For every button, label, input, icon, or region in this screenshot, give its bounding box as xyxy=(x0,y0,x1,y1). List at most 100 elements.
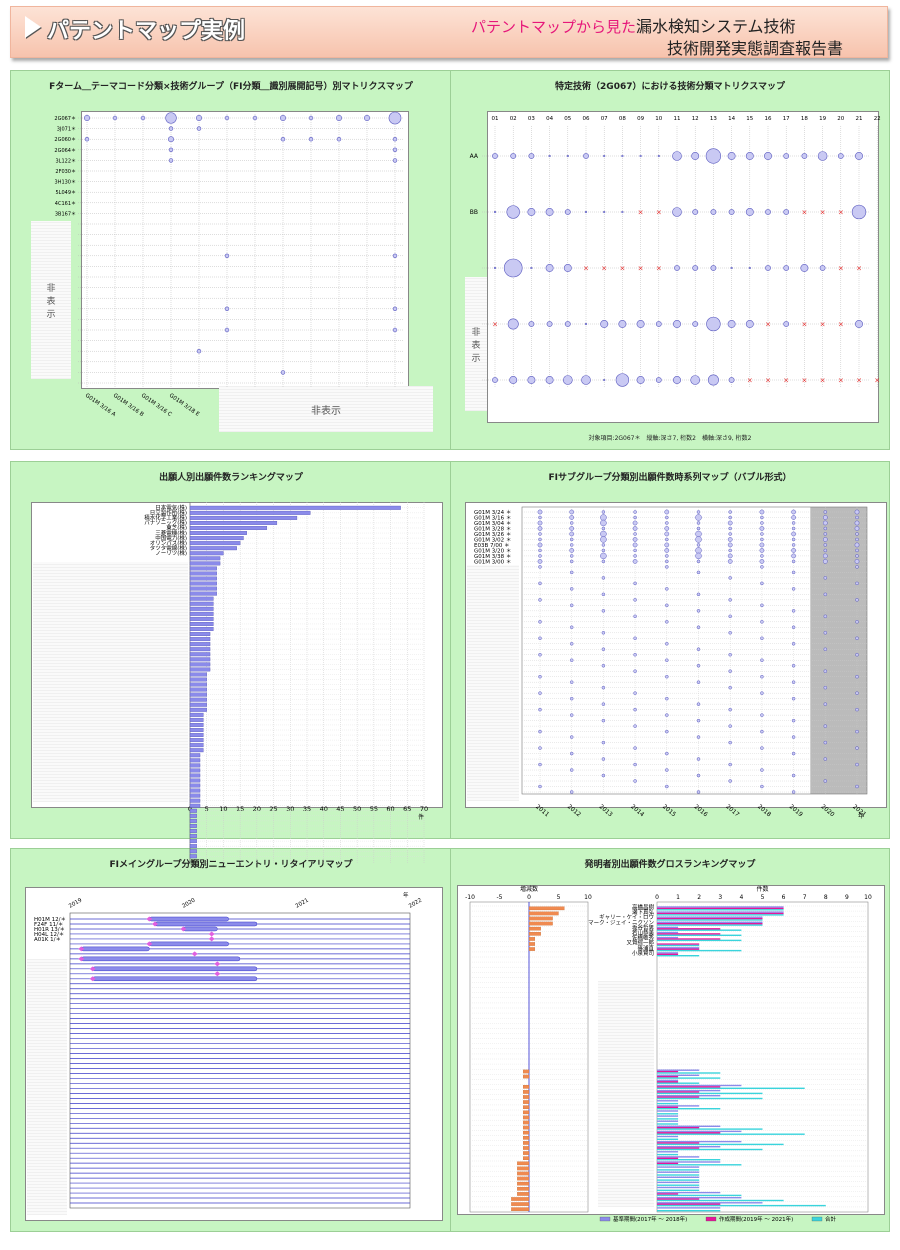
bubble xyxy=(673,320,681,328)
bubble xyxy=(601,631,606,635)
bubble xyxy=(791,531,796,537)
bubble xyxy=(760,674,764,679)
bar xyxy=(189,839,197,844)
row-label: 2F030＊ xyxy=(55,169,76,175)
x-tick-label: 3 xyxy=(718,894,722,901)
bubble xyxy=(538,707,542,712)
header-pink-text: パテントマップから見た xyxy=(471,18,637,36)
base-period-bar xyxy=(657,1074,700,1076)
bubble xyxy=(791,751,796,756)
bar xyxy=(189,687,207,692)
delta-bar xyxy=(522,1130,530,1135)
bubble xyxy=(855,548,859,553)
base-period-bar xyxy=(657,911,784,913)
bubble xyxy=(600,519,607,527)
bubble xyxy=(392,158,398,163)
bubble xyxy=(633,652,637,657)
bubble xyxy=(569,696,574,701)
bubble xyxy=(760,515,764,520)
bubble xyxy=(538,515,542,520)
category-label: オリンパス(株) xyxy=(150,539,187,547)
bubble xyxy=(308,137,314,142)
bubble xyxy=(601,543,606,547)
x-tick-label: 7 xyxy=(803,894,807,901)
base-period-bar xyxy=(657,1156,700,1158)
bar xyxy=(189,591,217,596)
bubble xyxy=(783,209,790,215)
x-tick-label: 2019 xyxy=(788,803,804,818)
x-tick-label: -10 xyxy=(465,894,475,901)
category-label: 積水化学工業(株) xyxy=(144,514,187,522)
x-tick-label: 2020 xyxy=(181,897,197,909)
bubble xyxy=(224,306,230,311)
row-label: 3J071＊ xyxy=(57,127,76,133)
row-label: G01M 3/02 ＊ xyxy=(474,536,511,543)
row-label: A01K 1/＊ xyxy=(34,936,61,943)
axis-label: 増減数 xyxy=(520,885,538,893)
bubble xyxy=(692,209,699,215)
bubble xyxy=(710,265,717,271)
axis-label: 件数 xyxy=(756,885,768,893)
zero-marker: × xyxy=(765,321,771,329)
bubble xyxy=(503,258,523,278)
x-tick-label: 10 xyxy=(584,894,592,901)
category-label: ギャリー・ケイ・ロウ xyxy=(599,913,654,921)
span-bar xyxy=(154,921,258,927)
bubble xyxy=(823,685,828,690)
axis-frame xyxy=(521,506,868,795)
x-tick-label: 9 xyxy=(845,894,849,901)
delta-bar xyxy=(517,1192,530,1196)
delta-bar xyxy=(517,1166,530,1171)
total-bar xyxy=(657,1113,679,1115)
bar xyxy=(189,813,197,818)
total-bar xyxy=(657,944,700,947)
bubble xyxy=(727,320,736,328)
recent-period-bar xyxy=(657,1070,679,1073)
base-period-bar xyxy=(657,1161,721,1163)
base-period-bar xyxy=(657,1146,721,1148)
bar xyxy=(189,692,207,697)
x-tick-label: G01M 3/18 E xyxy=(168,393,201,418)
bubble xyxy=(601,609,606,613)
base-period-bar xyxy=(657,1191,721,1194)
x-tick-label: 13 xyxy=(710,116,717,122)
zero-marker: × xyxy=(656,265,662,273)
bubble xyxy=(765,209,771,215)
total-bar xyxy=(657,1123,679,1125)
bubble xyxy=(168,136,174,143)
category-label: 高橋昌樹 xyxy=(632,903,655,911)
x-tick-label: 4 xyxy=(739,894,743,901)
hidden-label-char: 非 xyxy=(46,283,56,294)
bubble xyxy=(601,548,606,553)
bubble xyxy=(569,642,574,646)
bubble xyxy=(822,559,828,564)
bubble xyxy=(538,548,542,553)
entry-marker xyxy=(180,926,187,932)
bar xyxy=(189,652,211,657)
bubble xyxy=(633,691,637,695)
bar xyxy=(189,733,204,737)
bubble xyxy=(759,526,765,531)
bubble xyxy=(665,603,669,608)
bubble xyxy=(759,559,765,564)
bubble xyxy=(538,554,542,558)
bubble xyxy=(691,152,700,160)
bubble xyxy=(854,509,860,515)
x-tick-label: 09 xyxy=(637,116,644,122)
bubble xyxy=(655,377,662,383)
total-bar xyxy=(657,1148,763,1151)
bubble xyxy=(854,559,860,564)
x-tick-label: 1 xyxy=(676,894,680,901)
bubble xyxy=(196,349,202,354)
zero-marker: × xyxy=(638,265,644,273)
bar xyxy=(189,788,201,793)
bubble xyxy=(665,620,669,624)
bubble xyxy=(823,576,828,580)
total-bar xyxy=(657,1199,784,1202)
total-bar xyxy=(657,1092,763,1095)
bubble xyxy=(665,559,669,564)
bubble xyxy=(760,554,764,558)
base-period-bar xyxy=(657,1166,700,1168)
legend-label: 合計 xyxy=(825,1215,837,1223)
bar xyxy=(189,818,197,823)
